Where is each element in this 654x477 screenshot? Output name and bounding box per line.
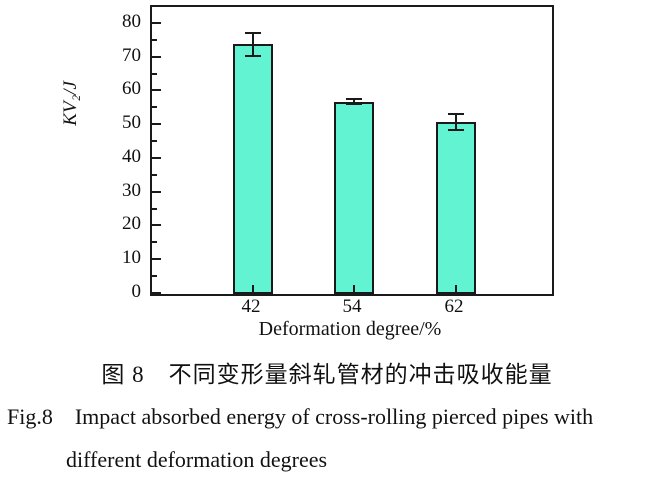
y-tick-label: 80: [122, 10, 141, 32]
plot-area: [150, 5, 554, 296]
error-bar-cap: [245, 31, 261, 34]
y-axis-major-tick: [152, 156, 161, 159]
x-tick-label: 42: [241, 296, 261, 317]
caption-english-fig-number: Fig.8: [7, 404, 53, 429]
error-bar-line: [353, 98, 355, 105]
bar-62: [436, 121, 476, 294]
y-tick-labels: 0 10 20 30 40 50 60 70 80: [0, 5, 141, 302]
caption-chinese: 图 8 不同变形量斜轧管材的冲击吸收能量: [101, 362, 553, 387]
y-axis-major-tick: [152, 55, 161, 58]
y-axis-major-tick: [152, 21, 161, 24]
y-axis-minor-tick: [152, 38, 157, 41]
y-axis-major-tick: [152, 89, 161, 92]
x-axis-tick: [252, 285, 254, 294]
error-bar-line: [252, 32, 254, 56]
caption-english-line2: different deformation degrees: [66, 447, 328, 472]
error-bar-cap: [448, 128, 464, 131]
error-bar-cap: [245, 54, 261, 57]
x-tick-label: 54: [342, 296, 362, 317]
y-tick-label: 50: [122, 112, 141, 134]
y-tick-label: 30: [122, 179, 141, 201]
y-tick-label: 40: [122, 145, 141, 167]
y-tick-label: 0: [131, 281, 142, 302]
x-tick-label: 62: [444, 296, 464, 317]
error-bar-cap: [346, 97, 362, 100]
y-tick-label: 10: [122, 247, 141, 269]
y-tick-label: 70: [122, 44, 141, 66]
y-axis-minor-tick: [152, 173, 157, 176]
error-bar-cap: [346, 103, 362, 106]
y-axis-major-tick: [152, 190, 161, 193]
caption-english-text: Impact absorbed energy of cross-rolling …: [74, 404, 594, 429]
y-axis-major-tick: [152, 258, 161, 261]
y-axis-major-tick: [152, 123, 161, 126]
y-axis-major-tick: [152, 292, 161, 294]
y-tick-label: 60: [122, 78, 141, 100]
error-bar-cap: [448, 112, 464, 115]
y-axis-minor-tick: [152, 241, 157, 244]
y-axis-minor-tick: [152, 72, 157, 75]
x-axis-title: Deformation degree/%: [258, 318, 442, 340]
y-tick-label: 20: [122, 213, 141, 235]
caption-english-line1: Fig.8 Impact absorbed energy of cross-rol…: [7, 404, 654, 430]
error-bar-line: [455, 113, 457, 130]
y-axis-major-tick: [152, 224, 161, 227]
y-axis-minor-tick: [152, 275, 157, 278]
x-axis-tick: [353, 285, 355, 294]
y-axis-minor-tick: [152, 207, 157, 210]
bar-42: [233, 44, 273, 294]
y-axis-minor-tick: [152, 106, 157, 109]
x-axis-tick: [455, 285, 457, 294]
y-axis-minor-tick: [152, 140, 157, 143]
bar-54: [334, 101, 374, 294]
